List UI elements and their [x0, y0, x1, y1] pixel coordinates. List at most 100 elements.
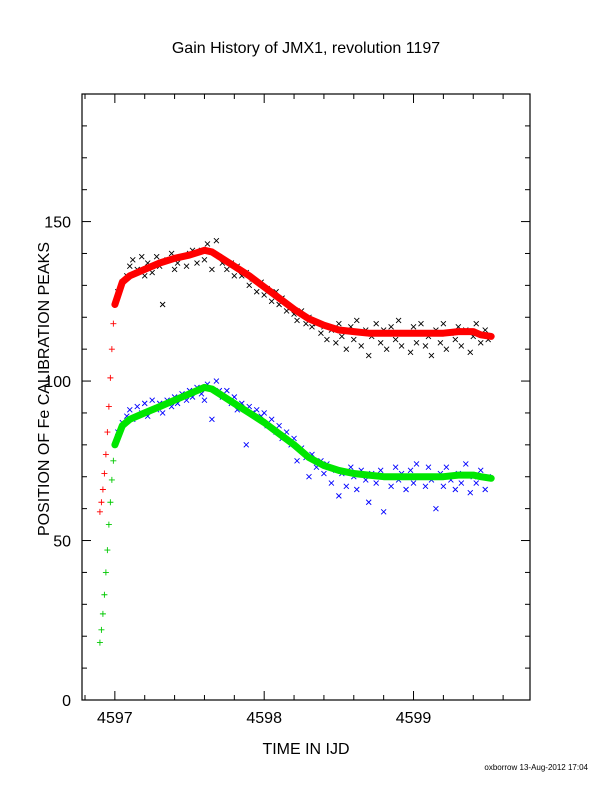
data-point: [110, 457, 117, 464]
data-point: [413, 461, 420, 467]
data-point: [213, 378, 220, 384]
y-tick-label: 150: [44, 215, 71, 232]
x-tick-labels: 4597 4598 4599: [97, 710, 431, 727]
data-point: [318, 330, 324, 337]
data-point: [159, 301, 166, 308]
data-point: [422, 483, 429, 490]
data-point: [138, 253, 145, 260]
data-point: [253, 406, 260, 413]
data-point: [377, 339, 384, 346]
x-axis-label: TIME IN IJD: [262, 741, 349, 758]
data-point: [126, 406, 133, 413]
data-point: [261, 292, 268, 298]
data-point: [418, 320, 424, 327]
series-line: [111, 246, 495, 340]
data-point: [365, 499, 372, 506]
data-point: [268, 298, 275, 305]
footer-stamp: oxborrow 13-Aug-2012 17:04: [484, 763, 588, 772]
data-point: [377, 467, 384, 474]
x-tick-label: 4598: [246, 710, 282, 727]
data-point: [407, 467, 414, 474]
y-tick-label: 50: [53, 534, 71, 551]
data-point: [183, 263, 190, 270]
data-point: [110, 320, 117, 327]
data-point: [104, 547, 111, 554]
data-point: [102, 569, 109, 576]
data-point: [473, 320, 480, 327]
plot-frame: [81, 93, 531, 701]
data-point: [209, 266, 215, 273]
data-point: [149, 397, 156, 404]
data-point: [473, 480, 480, 486]
data-point: [324, 336, 330, 343]
data-point: [350, 336, 357, 343]
data-point: [107, 499, 114, 506]
data-point: [246, 282, 253, 289]
data-point: [410, 324, 417, 330]
data-point: [403, 486, 409, 493]
data-point: [339, 333, 345, 340]
data-point: [171, 266, 178, 273]
y-tick-labels: 0 50 100 150: [44, 215, 71, 710]
data-point: [231, 272, 238, 279]
data-point: [410, 480, 417, 486]
data-point: [443, 346, 450, 352]
data-point: [328, 480, 335, 486]
data-point: [462, 461, 469, 467]
data-point: [395, 317, 402, 324]
data-point: [98, 626, 105, 633]
y-axis-label: POSITION OF Fe CALIBRATION PEAKS: [36, 242, 53, 536]
y-tick-label: 100: [44, 374, 71, 391]
data-point: [422, 343, 429, 349]
data-point: [108, 346, 115, 353]
data-point: [194, 260, 200, 266]
data-point: [224, 266, 230, 273]
data-point: [213, 237, 220, 244]
data-point: [365, 352, 372, 359]
data-point: [437, 339, 444, 346]
data-point: [294, 317, 300, 324]
data-point: [105, 403, 112, 410]
data-point: [353, 317, 360, 324]
y-tick-label: 0: [62, 693, 71, 710]
data-point: [433, 505, 439, 512]
data-point: [477, 339, 484, 346]
data-point: [96, 508, 103, 515]
data-point: [343, 346, 350, 352]
data-point: [224, 387, 230, 394]
axis-ticks: [82, 93, 530, 701]
data-point: [96, 639, 103, 646]
data-point: [440, 483, 447, 490]
data-point: [105, 521, 112, 528]
data-point: [104, 429, 111, 436]
series-3: [96, 441, 118, 646]
data-point: [388, 324, 394, 330]
data-point: [107, 374, 114, 381]
data-point: [268, 416, 275, 423]
data-point: [141, 272, 148, 279]
data-point: [358, 343, 365, 349]
data-point: [347, 464, 354, 470]
series-line: [111, 383, 495, 482]
data-point: [102, 451, 109, 458]
data-point: [201, 257, 208, 263]
data-point: [407, 349, 414, 356]
data-point: [321, 470, 327, 477]
data-point: [398, 343, 405, 349]
data-point: [373, 480, 380, 486]
series-2: [96, 301, 118, 515]
data-point: [149, 269, 156, 276]
data-point: [209, 416, 215, 423]
chart-marks: [96, 237, 495, 646]
data-point: [243, 442, 250, 448]
series-4: [111, 246, 495, 340]
data-point: [425, 464, 432, 470]
data-point: [458, 480, 465, 486]
data-point: [452, 486, 459, 493]
data-point: [153, 253, 160, 260]
data-point: [336, 493, 342, 499]
data-point: [482, 486, 489, 493]
data-point: [353, 486, 360, 493]
data-point: [141, 400, 148, 407]
